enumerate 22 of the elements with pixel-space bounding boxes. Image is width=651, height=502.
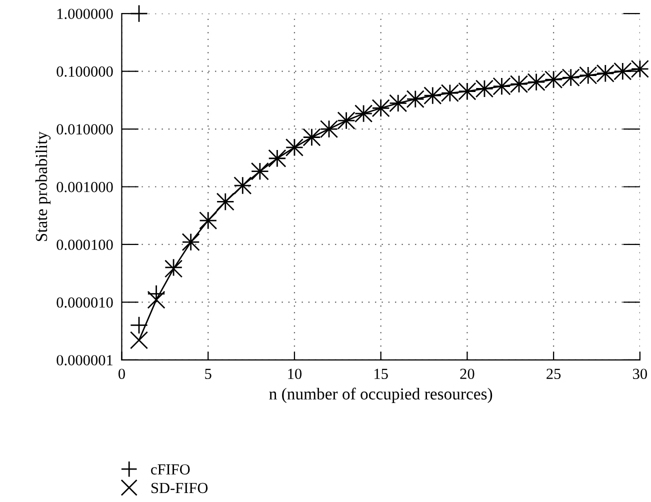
legend-label: SD-FIFO: [152, 482, 208, 494]
x-tick-label: 15: [374, 368, 388, 380]
y-tick-label: 0.000001: [56, 355, 112, 366]
x-axis-title: n (number of occupied resources): [269, 388, 492, 403]
y-tick-label: 0.010000: [56, 124, 113, 135]
x-tick-label: 20: [460, 368, 474, 380]
point: [147, 290, 166, 309]
x-tick-label: 5: [205, 368, 212, 380]
x-tick-label: 0: [118, 368, 125, 380]
y-tick-label: 1.000000: [57, 8, 113, 20]
x-tick-label: 30: [633, 368, 647, 380]
y-tick-label: 0.000100: [56, 240, 113, 250]
point: [130, 316, 148, 334]
point: [130, 4, 148, 23]
point: [130, 331, 148, 350]
x-tick-label: 25: [546, 368, 561, 380]
y-tick-label: 0.000010: [56, 297, 113, 308]
y-tick-label: 0.100000: [56, 66, 113, 77]
legend-label: cFIFO: [151, 464, 190, 475]
y-axis-title: State probability: [35, 131, 51, 241]
y-tick-label: 0.001000: [56, 182, 113, 192]
x-tick-label: 10: [288, 368, 302, 380]
